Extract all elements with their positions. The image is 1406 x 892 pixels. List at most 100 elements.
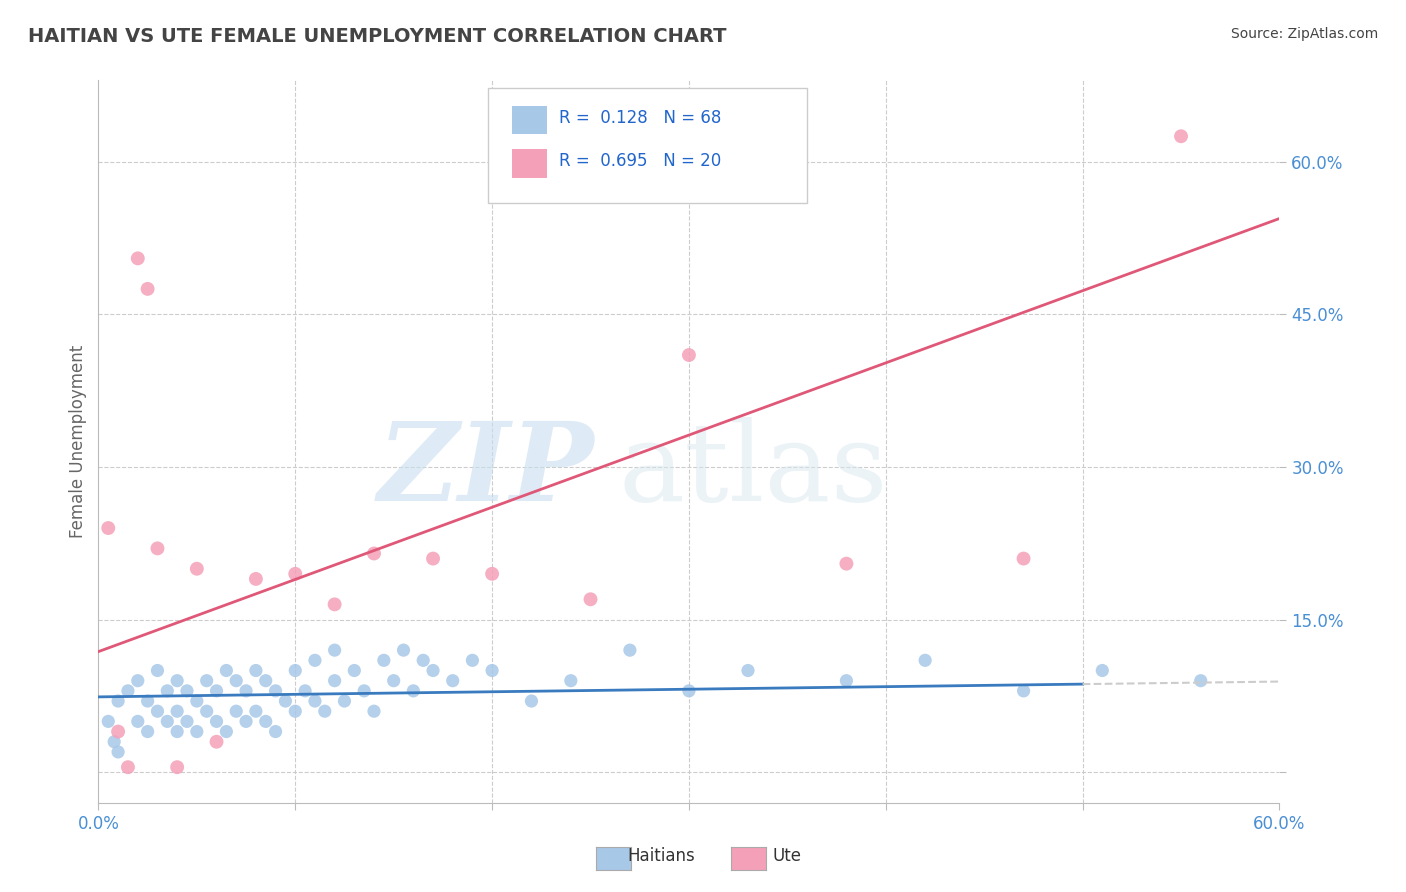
- Point: [235, 684, 257, 698]
- Point: [136, 694, 159, 708]
- Point: [107, 745, 129, 759]
- Point: [835, 673, 858, 688]
- Point: [245, 704, 267, 718]
- Point: [264, 684, 287, 698]
- Point: [166, 760, 188, 774]
- Point: [353, 684, 375, 698]
- Point: [1012, 684, 1035, 698]
- Y-axis label: Female Unemployment: Female Unemployment: [69, 345, 87, 538]
- Point: [136, 282, 159, 296]
- Point: [176, 714, 198, 729]
- Point: [323, 673, 346, 688]
- Point: [186, 724, 208, 739]
- Point: [205, 735, 228, 749]
- Point: [127, 252, 149, 266]
- Point: [481, 566, 503, 581]
- Text: ZIP: ZIP: [378, 417, 595, 524]
- Point: [835, 557, 858, 571]
- Point: [254, 714, 277, 729]
- Point: [186, 694, 208, 708]
- Point: [166, 724, 188, 739]
- Point: [225, 673, 247, 688]
- FancyBboxPatch shape: [512, 149, 547, 178]
- FancyBboxPatch shape: [488, 87, 807, 203]
- Point: [363, 704, 385, 718]
- Point: [1189, 673, 1212, 688]
- Point: [382, 673, 405, 688]
- Point: [245, 664, 267, 678]
- Point: [560, 673, 582, 688]
- Point: [205, 684, 228, 698]
- Point: [579, 592, 602, 607]
- Point: [1091, 664, 1114, 678]
- FancyBboxPatch shape: [512, 105, 547, 135]
- Point: [343, 664, 366, 678]
- Point: [103, 735, 125, 749]
- Point: [737, 664, 759, 678]
- Point: [461, 653, 484, 667]
- Point: [146, 704, 169, 718]
- Point: [422, 664, 444, 678]
- Point: [284, 664, 307, 678]
- Point: [441, 673, 464, 688]
- Point: [323, 643, 346, 657]
- Point: [215, 664, 238, 678]
- Point: [127, 714, 149, 729]
- Point: [195, 673, 218, 688]
- Text: HAITIAN VS UTE FEMALE UNEMPLOYMENT CORRELATION CHART: HAITIAN VS UTE FEMALE UNEMPLOYMENT CORRE…: [28, 27, 727, 45]
- Point: [117, 760, 139, 774]
- Point: [363, 546, 385, 560]
- Point: [333, 694, 356, 708]
- Point: [619, 643, 641, 657]
- Point: [146, 664, 169, 678]
- Text: Source: ZipAtlas.com: Source: ZipAtlas.com: [1230, 27, 1378, 41]
- Point: [235, 714, 257, 729]
- Point: [323, 598, 346, 612]
- Point: [1170, 129, 1192, 144]
- Point: [678, 684, 700, 698]
- Point: [117, 684, 139, 698]
- Point: [314, 704, 336, 718]
- Point: [195, 704, 218, 718]
- Point: [304, 694, 326, 708]
- Point: [245, 572, 267, 586]
- Point: [156, 714, 179, 729]
- Point: [1012, 551, 1035, 566]
- Point: [294, 684, 316, 698]
- Point: [284, 704, 307, 718]
- Point: [205, 714, 228, 729]
- Point: [274, 694, 297, 708]
- Text: atlas: atlas: [619, 417, 887, 524]
- Text: R =  0.695   N = 20: R = 0.695 N = 20: [560, 153, 721, 170]
- Point: [225, 704, 247, 718]
- Point: [166, 673, 188, 688]
- Point: [264, 724, 287, 739]
- Text: Haitians: Haitians: [627, 847, 695, 865]
- Point: [412, 653, 434, 667]
- Point: [520, 694, 543, 708]
- Point: [176, 684, 198, 698]
- Point: [97, 714, 120, 729]
- Point: [304, 653, 326, 667]
- Text: R =  0.128   N = 68: R = 0.128 N = 68: [560, 109, 721, 127]
- Point: [215, 724, 238, 739]
- Point: [284, 566, 307, 581]
- Point: [127, 673, 149, 688]
- Point: [678, 348, 700, 362]
- Point: [186, 562, 208, 576]
- Point: [146, 541, 169, 556]
- Point: [254, 673, 277, 688]
- Point: [392, 643, 415, 657]
- Point: [914, 653, 936, 667]
- Point: [107, 694, 129, 708]
- Point: [481, 664, 503, 678]
- Point: [422, 551, 444, 566]
- Point: [107, 724, 129, 739]
- Point: [136, 724, 159, 739]
- Point: [373, 653, 395, 667]
- Point: [156, 684, 179, 698]
- Point: [97, 521, 120, 535]
- Point: [402, 684, 425, 698]
- Text: Ute: Ute: [773, 847, 801, 865]
- Point: [166, 704, 188, 718]
